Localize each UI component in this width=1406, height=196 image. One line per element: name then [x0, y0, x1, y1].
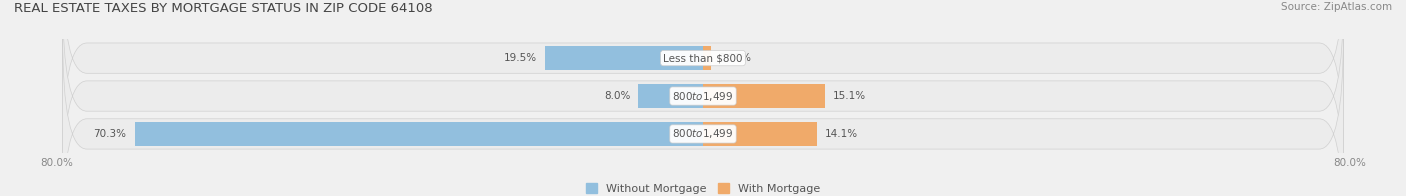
Text: 0.95%: 0.95% — [718, 53, 752, 63]
Text: $800 to $1,499: $800 to $1,499 — [672, 90, 734, 103]
Bar — [135, 122, 703, 146]
Text: $800 to $1,499: $800 to $1,499 — [672, 127, 734, 140]
Text: REAL ESTATE TAXES BY MORTGAGE STATUS IN ZIP CODE 64108: REAL ESTATE TAXES BY MORTGAGE STATUS IN … — [14, 2, 433, 15]
Bar — [703, 84, 825, 108]
Bar — [546, 46, 703, 70]
Bar — [703, 122, 817, 146]
Text: Less than $800: Less than $800 — [664, 53, 742, 63]
Text: 19.5%: 19.5% — [505, 53, 537, 63]
Text: 70.3%: 70.3% — [94, 129, 127, 139]
Bar — [703, 46, 710, 70]
Legend: Without Mortgage, With Mortgage: Without Mortgage, With Mortgage — [582, 179, 824, 196]
Text: 14.1%: 14.1% — [825, 129, 858, 139]
Text: 15.1%: 15.1% — [834, 91, 866, 101]
FancyBboxPatch shape — [63, 35, 1343, 196]
FancyBboxPatch shape — [63, 0, 1343, 157]
Text: 8.0%: 8.0% — [603, 91, 630, 101]
Bar — [638, 84, 703, 108]
Text: Source: ZipAtlas.com: Source: ZipAtlas.com — [1281, 2, 1392, 12]
FancyBboxPatch shape — [63, 0, 1343, 195]
